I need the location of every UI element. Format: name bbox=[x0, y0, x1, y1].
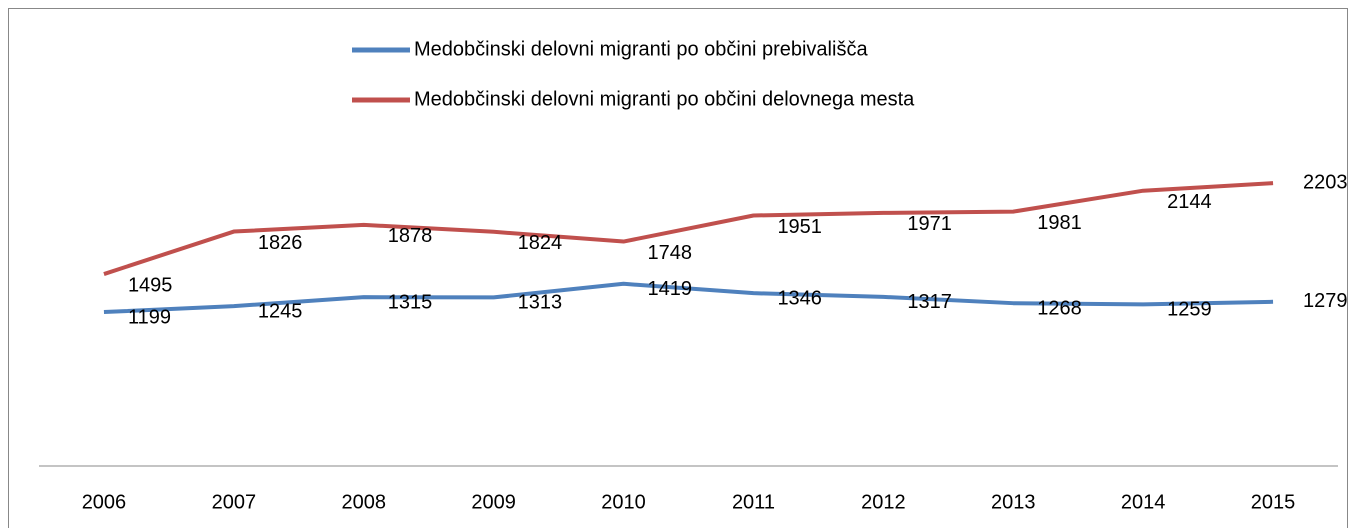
data-label: 1824 bbox=[518, 232, 563, 254]
legend-label: Medobčinski delovni migranti po občini d… bbox=[414, 88, 915, 110]
data-label: 1268 bbox=[1037, 297, 1082, 319]
data-label: 1971 bbox=[907, 213, 952, 235]
data-label: 1313 bbox=[518, 292, 563, 314]
data-label: 2144 bbox=[1167, 191, 1212, 213]
legend-label: Medobčinski delovni migranti po občini p… bbox=[414, 38, 868, 60]
x-tick-label: 2009 bbox=[471, 491, 516, 513]
x-tick-label: 2010 bbox=[601, 491, 646, 513]
x-tick-label: 2007 bbox=[212, 491, 257, 513]
chart-frame bbox=[8, 8, 1348, 528]
x-tick-label: 2008 bbox=[342, 491, 387, 513]
data-label: 1826 bbox=[258, 232, 303, 254]
data-label: 1199 bbox=[128, 306, 171, 328]
data-label: 1878 bbox=[388, 225, 433, 247]
data-label: 1245 bbox=[258, 300, 303, 322]
x-tick-label: 2015 bbox=[1251, 491, 1296, 513]
x-tick-label: 2014 bbox=[1121, 491, 1166, 513]
data-label: 1317 bbox=[907, 291, 952, 313]
data-label: 2203 bbox=[1303, 171, 1348, 193]
data-label: 1419 bbox=[648, 278, 693, 300]
data-label: 1259 bbox=[1167, 299, 1212, 321]
series-line bbox=[103, 181, 1274, 276]
x-tick-label: 2006 bbox=[82, 491, 127, 513]
series-line bbox=[103, 281, 1274, 315]
data-label: 1315 bbox=[388, 291, 433, 313]
data-label: 1748 bbox=[648, 242, 693, 264]
x-tick-label: 2011 bbox=[732, 491, 775, 513]
data-label: 1981 bbox=[1037, 212, 1082, 234]
data-label: 1951 bbox=[777, 216, 822, 238]
data-label: 1346 bbox=[777, 287, 822, 309]
data-label: 1495 bbox=[128, 274, 173, 296]
x-tick-label: 2013 bbox=[991, 491, 1036, 513]
data-label: 1279 bbox=[1303, 290, 1348, 312]
x-tick-label: 2012 bbox=[861, 491, 906, 513]
